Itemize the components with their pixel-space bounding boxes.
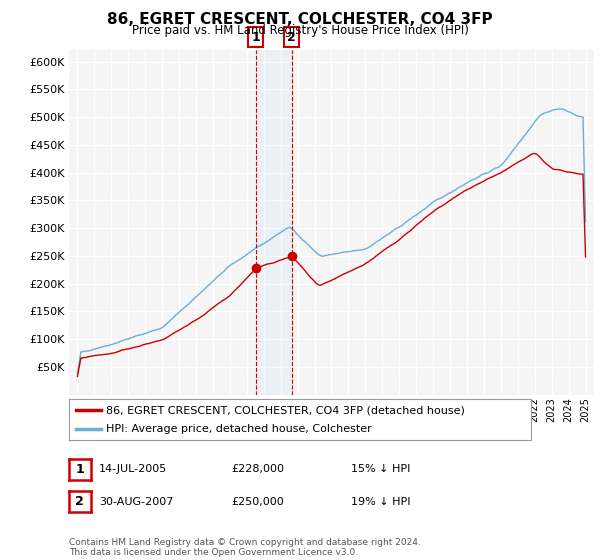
Text: 15% ↓ HPI: 15% ↓ HPI bbox=[351, 464, 410, 474]
Text: Contains HM Land Registry data © Crown copyright and database right 2024.
This d: Contains HM Land Registry data © Crown c… bbox=[69, 538, 421, 557]
Text: £250,000: £250,000 bbox=[231, 497, 284, 507]
Text: 2: 2 bbox=[76, 495, 84, 508]
Text: HPI: Average price, detached house, Colchester: HPI: Average price, detached house, Colc… bbox=[106, 424, 372, 433]
Text: £228,000: £228,000 bbox=[231, 464, 284, 474]
Text: 1: 1 bbox=[251, 30, 260, 44]
Text: 2: 2 bbox=[287, 30, 296, 44]
Text: 30-AUG-2007: 30-AUG-2007 bbox=[99, 497, 173, 507]
Text: Price paid vs. HM Land Registry's House Price Index (HPI): Price paid vs. HM Land Registry's House … bbox=[131, 24, 469, 37]
Text: 86, EGRET CRESCENT, COLCHESTER, CO4 3FP (detached house): 86, EGRET CRESCENT, COLCHESTER, CO4 3FP … bbox=[106, 405, 465, 415]
Text: 14-JUL-2005: 14-JUL-2005 bbox=[99, 464, 167, 474]
Text: 19% ↓ HPI: 19% ↓ HPI bbox=[351, 497, 410, 507]
Bar bbox=[256, 50, 292, 395]
Text: 86, EGRET CRESCENT, COLCHESTER, CO4 3FP: 86, EGRET CRESCENT, COLCHESTER, CO4 3FP bbox=[107, 12, 493, 27]
Text: 1: 1 bbox=[76, 463, 84, 476]
